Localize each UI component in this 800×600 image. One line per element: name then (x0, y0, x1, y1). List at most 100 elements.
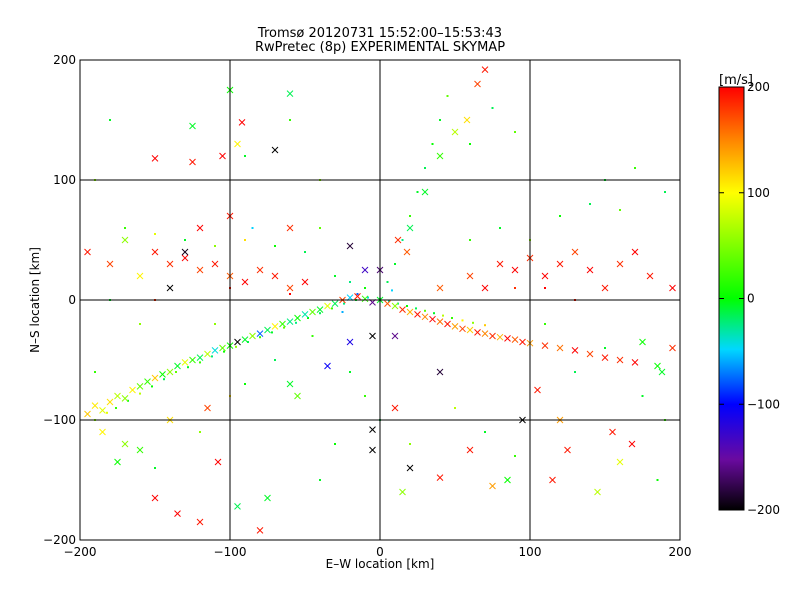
x-tick-label: 100 (519, 545, 542, 559)
colorbar-tick-label: 100 (747, 186, 770, 200)
data-point-x (399, 306, 406, 313)
data-point-x (511, 266, 519, 274)
data-point-dot (472, 321, 474, 324)
data-point-x (436, 152, 444, 160)
data-point-dot (154, 233, 156, 235)
data-point-x (541, 272, 549, 280)
data-point-dot (415, 307, 417, 310)
data-point-dot (664, 191, 666, 193)
data-point-x (271, 272, 279, 280)
data-point-dot (311, 335, 314, 337)
data-point-x (601, 284, 609, 292)
data-point-dot (484, 431, 486, 433)
data-point-x (369, 426, 376, 433)
y-axis-label: N–S location [km] (28, 247, 42, 353)
data-point-x (286, 284, 294, 292)
data-point-dot (259, 336, 261, 339)
data-point-x (406, 464, 414, 472)
data-point-dot (319, 227, 321, 229)
data-point-dot (304, 251, 306, 253)
data-point-dot (175, 371, 177, 373)
data-point-x (166, 284, 174, 292)
data-point-dot (406, 305, 408, 307)
data-point-x (481, 284, 489, 292)
data-point-x (271, 146, 279, 154)
data-point-x (84, 410, 91, 418)
data-point-x (489, 332, 496, 340)
data-point-x (279, 320, 286, 328)
data-point-x (669, 344, 676, 352)
data-point-x (601, 354, 609, 361)
data-point-x (534, 386, 541, 394)
data-point-x (241, 336, 249, 343)
data-point-x (181, 359, 189, 366)
data-point-x (556, 344, 564, 352)
colorbar-tick-label: 200 (747, 80, 770, 94)
data-point-x (129, 386, 136, 394)
data-point-x (324, 362, 331, 370)
data-point-x (121, 395, 129, 402)
chart-title: Tromsø 20120731 15:52:00–15:53:43 (257, 26, 502, 41)
data-point-x (466, 446, 474, 454)
data-point-x (211, 347, 219, 354)
data-point-x (189, 356, 196, 364)
data-point-x (256, 330, 264, 337)
data-point-dot (424, 309, 426, 312)
data-point-x (639, 338, 646, 346)
data-point-x (594, 488, 601, 496)
data-point-dot (163, 378, 165, 381)
data-point-x (361, 295, 369, 303)
data-point-x (394, 236, 402, 244)
data-point-dot (514, 131, 516, 133)
data-point-x (586, 266, 594, 274)
data-point-dot (514, 455, 516, 457)
data-point-x (106, 260, 114, 268)
data-point-x (264, 326, 271, 334)
data-point-x (586, 350, 594, 358)
data-point-x (151, 494, 159, 502)
data-point-dot (641, 395, 644, 397)
data-point-x (106, 398, 114, 406)
data-point-x (234, 140, 241, 148)
data-point-dot (211, 355, 213, 358)
data-point-x (286, 90, 294, 97)
data-point-x (399, 488, 406, 496)
data-point-x (451, 128, 459, 136)
data-point-dot (94, 371, 96, 373)
data-point-x (136, 383, 144, 390)
data-point-x (369, 332, 376, 340)
data-point-dot (331, 307, 333, 310)
data-point-x (391, 302, 399, 310)
data-point-x (631, 248, 639, 256)
data-point-dot (244, 239, 246, 241)
data-point-x (474, 80, 481, 88)
data-point-x (421, 188, 429, 196)
data-point-dot (484, 324, 486, 327)
data-point-dot (151, 385, 153, 388)
colorbar-label: [m/s] (719, 73, 753, 88)
x-axis-label: E–W location [km] (326, 557, 435, 571)
data-point-x (166, 260, 174, 268)
data-point-dot (124, 227, 126, 229)
data-point-dot (343, 302, 345, 305)
data-point-x (519, 338, 526, 346)
data-point-x (451, 323, 459, 330)
data-point-dot (619, 209, 621, 211)
y-tick-label: 100 (53, 173, 76, 187)
data-point-dot (295, 321, 297, 324)
data-point-x (151, 374, 159, 382)
data-point-x (294, 314, 301, 322)
data-point-dot (214, 245, 216, 247)
data-point-x (504, 476, 511, 484)
data-point-x (391, 404, 399, 412)
data-point-dot (235, 345, 237, 348)
data-point-x (564, 446, 571, 454)
data-point-x (504, 335, 511, 342)
data-point-dot (349, 281, 351, 283)
data-point-x (669, 284, 676, 292)
colorbar: [m/s] 200 100 0 −100 −200 (718, 73, 780, 517)
data-point-x (234, 338, 241, 346)
data-point-x (234, 503, 241, 510)
data-point-dot (574, 371, 576, 373)
